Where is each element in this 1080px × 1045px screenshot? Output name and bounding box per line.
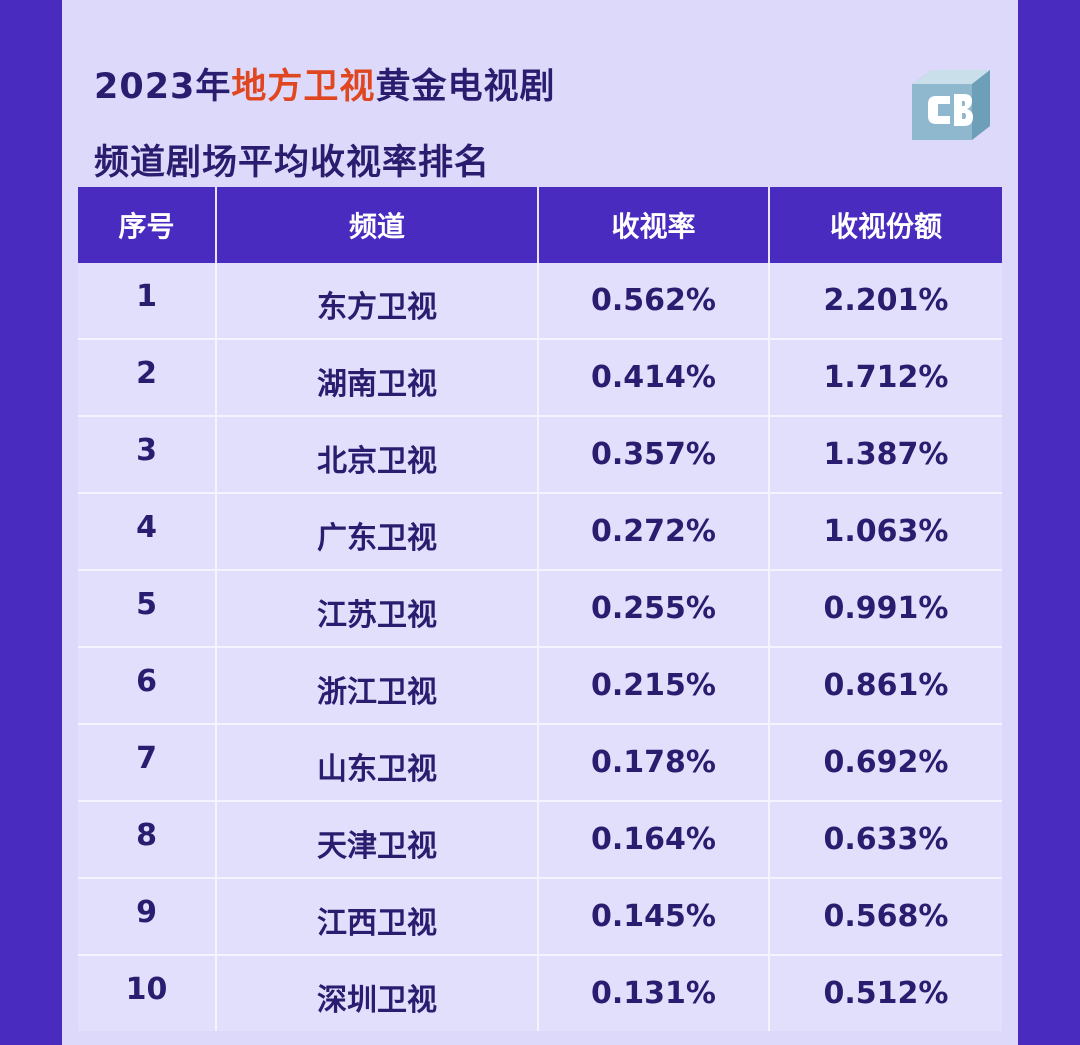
- share-cell: 0.512%: [769, 955, 1002, 1031]
- title-suffix: 黄金电视剧: [375, 67, 556, 107]
- rank-cell: 1: [78, 263, 217, 340]
- title-highlight: 地方卫视: [231, 67, 376, 107]
- share-cell: 2.201%: [769, 263, 1002, 340]
- table-row: 4 广东卫视 0.272% 1.063%: [78, 493, 1002, 571]
- chart-title-line-1: 2023年地方卫视黄金电视剧: [94, 58, 555, 109]
- rank-cell: 5: [78, 570, 217, 648]
- channel-cell: 浙江卫视: [216, 647, 539, 725]
- channel-cell: 北京卫视: [216, 416, 539, 494]
- rank-cell: 4: [78, 493, 217, 571]
- rank-cell: 6: [78, 647, 217, 725]
- table-row: 9 江西卫视 0.145% 0.568%: [78, 878, 1002, 956]
- col-header-rating: 收视率: [538, 187, 770, 263]
- title-prefix: 2023年: [94, 67, 232, 107]
- share-cell: 1.712%: [769, 339, 1002, 417]
- channel-cell: 天津卫视: [216, 801, 539, 879]
- rating-cell: 0.272%: [538, 493, 770, 571]
- col-header-rank: 序号: [78, 187, 217, 263]
- rating-cell: 0.215%: [538, 647, 770, 725]
- chart-title-line-2: 频道剧场平均收视率排名: [94, 143, 491, 183]
- channel-cell: 深圳卫视: [216, 955, 539, 1031]
- channel-cell: 东方卫视: [216, 263, 539, 340]
- table-row: 1 东方卫视 0.562% 2.201%: [78, 263, 1002, 340]
- rating-cell: 0.131%: [538, 955, 770, 1031]
- channel-cell: 山东卫视: [216, 724, 539, 802]
- rating-cell: 0.164%: [538, 801, 770, 879]
- rating-cell: 0.357%: [538, 416, 770, 494]
- share-cell: 0.861%: [769, 647, 1002, 725]
- share-cell: 0.633%: [769, 801, 1002, 879]
- channel-cell: 江苏卫视: [216, 570, 539, 648]
- rank-cell: 9: [78, 878, 217, 956]
- rank-cell: 7: [78, 724, 217, 802]
- rank-cell: 8: [78, 801, 217, 879]
- rating-cell: 0.562%: [538, 263, 770, 340]
- col-header-channel: 频道: [216, 187, 539, 263]
- rating-cell: 0.178%: [538, 724, 770, 802]
- channel-cell: 湖南卫视: [216, 339, 539, 417]
- table-row: 6 浙江卫视 0.215% 0.861%: [78, 647, 1002, 725]
- share-cell: 0.568%: [769, 878, 1002, 956]
- channel-cell: 广东卫视: [216, 493, 539, 571]
- cb-logo-icon: [912, 70, 990, 140]
- table-row: 3 北京卫视 0.357% 1.387%: [78, 416, 1002, 494]
- share-cell: 1.063%: [769, 493, 1002, 571]
- share-cell: 1.387%: [769, 416, 1002, 494]
- table-row: 8 天津卫视 0.164% 0.633%: [78, 801, 1002, 879]
- content-panel: 2023年地方卫视黄金电视剧 频道剧场平均收视率排名 序号 频道 收视率 收视份…: [62, 0, 1018, 1045]
- rating-cell: 0.255%: [538, 570, 770, 648]
- table-row: 5 江苏卫视 0.255% 0.991%: [78, 570, 1002, 648]
- table-row: 10 深圳卫视 0.131% 0.512%: [78, 955, 1002, 1031]
- rating-cell: 0.414%: [538, 339, 770, 417]
- share-cell: 0.692%: [769, 724, 1002, 802]
- ranking-table: 序号 频道 收视率 收视份额 1 东方卫视 0.562% 2.201% 2 湖南卫视 0.4…: [78, 187, 1002, 1031]
- share-cell: 0.991%: [769, 570, 1002, 648]
- col-header-share: 收视份额: [769, 187, 1002, 263]
- channel-cell: 江西卫视: [216, 878, 539, 956]
- rank-cell: 2: [78, 339, 217, 417]
- rank-cell: 10: [78, 955, 217, 1031]
- rating-cell: 0.145%: [538, 878, 770, 956]
- table-header-row: 序号 频道 收视率 收视份额: [78, 187, 1002, 263]
- rank-cell: 3: [78, 416, 217, 494]
- table-row: 2 湖南卫视 0.414% 1.712%: [78, 339, 1002, 417]
- table-row: 7 山东卫视 0.178% 0.692%: [78, 724, 1002, 802]
